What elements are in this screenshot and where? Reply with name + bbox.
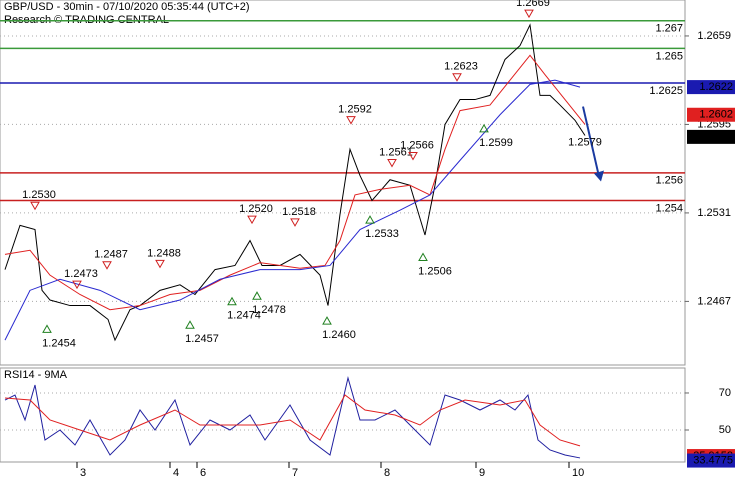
y-tick-label: 50 — [719, 424, 731, 436]
annotation-marker — [72, 280, 82, 290]
annotation-marker — [479, 123, 489, 133]
price-panel — [0, 0, 686, 366]
projection-head — [594, 170, 604, 182]
annotation-label: 1.2520 — [239, 203, 273, 215]
annotation-marker — [346, 116, 356, 125]
annotation-label: 1.2457 — [185, 333, 219, 345]
annotation-marker — [252, 291, 262, 300]
x-tick-label: 3 — [80, 467, 86, 479]
price-tag-label: 1.2602 — [699, 109, 733, 121]
series-line — [4, 54, 586, 311]
annotation-label: 1.2473 — [64, 268, 98, 280]
annotation-marker — [102, 261, 112, 270]
annotation-label: 1.2518 — [282, 206, 316, 218]
annotation-label: 1.2474 — [227, 310, 261, 322]
y-tick-label: 1.2531 — [697, 207, 731, 219]
annotation-label: 1.2478 — [252, 304, 286, 316]
y-tick-label: 1.2659 — [697, 30, 731, 42]
annotation-marker — [322, 316, 332, 325]
price-tag-label: 33.4775 — [693, 454, 733, 466]
annotation-marker — [452, 73, 462, 82]
series-line — [4, 79, 581, 341]
annotation-marker — [185, 320, 195, 329]
annotation-marker — [155, 259, 165, 269]
annotation-label: 1.2506 — [418, 265, 452, 277]
series-line — [4, 394, 581, 447]
annotation-label: 1.2533 — [365, 228, 399, 240]
annotation-label: 1.2487 — [94, 249, 128, 261]
annotation-label: 1.2566 — [400, 139, 434, 151]
annotation-label: 1.2561 — [379, 146, 413, 158]
x-tick-label: 6 — [200, 467, 206, 479]
annotation-marker — [30, 201, 40, 211]
annotation-label: 1.2454 — [42, 337, 76, 349]
annotation-marker — [42, 324, 52, 333]
price-tag — [687, 453, 735, 468]
annotation-marker — [247, 215, 257, 225]
annotation-marker — [290, 218, 300, 227]
x-tick-label: 9 — [479, 467, 485, 479]
annotation-marker — [408, 152, 418, 161]
annotation-marker — [524, 9, 534, 19]
x-tick-label: 8 — [384, 467, 390, 479]
annotation-marker — [365, 215, 375, 224]
series-line — [4, 23, 586, 342]
rsi-title: RSI14 - 9MA — [4, 369, 68, 381]
level-label: 1.2625 — [649, 85, 683, 97]
rsi-panel — [0, 367, 686, 463]
annotation-label: 1.2460 — [322, 329, 356, 341]
price-tag — [687, 107, 735, 122]
annotation-marker — [418, 252, 428, 261]
price-tag-label: 1.2622 — [699, 81, 733, 93]
x-tick-label: 4 — [173, 467, 179, 479]
annotation-marker — [227, 296, 237, 306]
annotation-label: 1.2530 — [22, 189, 56, 201]
level-label: 1.256 — [655, 175, 683, 187]
x-tick-label: 7 — [292, 467, 298, 479]
annotation-label: 1.2623 — [444, 61, 478, 73]
annotation-label: 1.2669 — [516, 0, 550, 9]
annotation-marker — [387, 158, 397, 168]
price-tag — [687, 129, 735, 144]
series-line — [4, 376, 581, 459]
level-label: 1.267 — [655, 23, 683, 35]
annotation-label: 1.2599 — [479, 137, 513, 149]
level-label: 1.254 — [655, 202, 683, 214]
price-tag-label: 1.2586 — [699, 131, 733, 143]
projection-label: 1.2579 — [568, 136, 602, 148]
x-tick-label: 10 — [572, 467, 584, 479]
y-tick-label: 1.2467 — [697, 295, 731, 307]
annotation-label: 1.2488 — [147, 247, 181, 259]
annotation-label: 1.2592 — [338, 103, 372, 115]
chart-title: GBP/USD - 30min - 07/10/2020 05:35:44 (U… — [4, 1, 249, 13]
level-label: 1.265 — [655, 50, 683, 62]
y-tick-label: 70 — [719, 387, 731, 399]
price-tag — [687, 80, 735, 95]
projection-arrow — [582, 106, 600, 177]
chart-subtitle: Research © TRADING CENTRAL — [4, 14, 169, 26]
